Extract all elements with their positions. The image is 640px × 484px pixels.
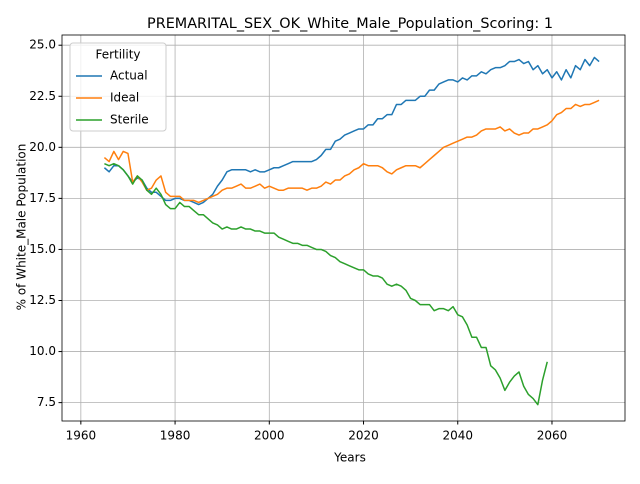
y-axis-label: % of White_Male Population xyxy=(15,144,29,311)
x-axis-label: Years xyxy=(333,451,366,465)
x-tick-label: 2000 xyxy=(254,429,285,443)
y-tick-label: 15.0 xyxy=(29,242,56,256)
y-tick-label: 25.0 xyxy=(29,38,56,52)
legend-label: Sterile xyxy=(110,113,149,127)
y-tick-label: 17.5 xyxy=(29,191,56,205)
x-tick-label: 2040 xyxy=(442,429,473,443)
legend-label: Actual xyxy=(110,69,148,83)
y-tick-label: 12.5 xyxy=(29,293,56,307)
x-tick-label: 2020 xyxy=(348,429,379,443)
legend-label: Ideal xyxy=(110,91,139,105)
y-tick-label: 20.0 xyxy=(29,140,56,154)
legend: Fertility Actual Ideal Sterile xyxy=(69,42,167,132)
plot-frame xyxy=(61,34,626,422)
y-tick-label: 10.0 xyxy=(29,344,56,358)
y-tick-label: 7.5 xyxy=(37,395,56,409)
series-line xyxy=(104,162,548,406)
legend-box xyxy=(69,42,167,132)
y-tick-label: 22.5 xyxy=(29,89,56,103)
series-line xyxy=(103,99,600,204)
x-tick-label: 1960 xyxy=(66,429,97,443)
x-tick-label: 1980 xyxy=(160,429,191,443)
x-tick-label: 2060 xyxy=(537,429,568,443)
legend-title: Fertility xyxy=(95,48,140,62)
chart-title: PREMARITAL_SEX_OK_White_Male_Population_… xyxy=(147,16,553,32)
